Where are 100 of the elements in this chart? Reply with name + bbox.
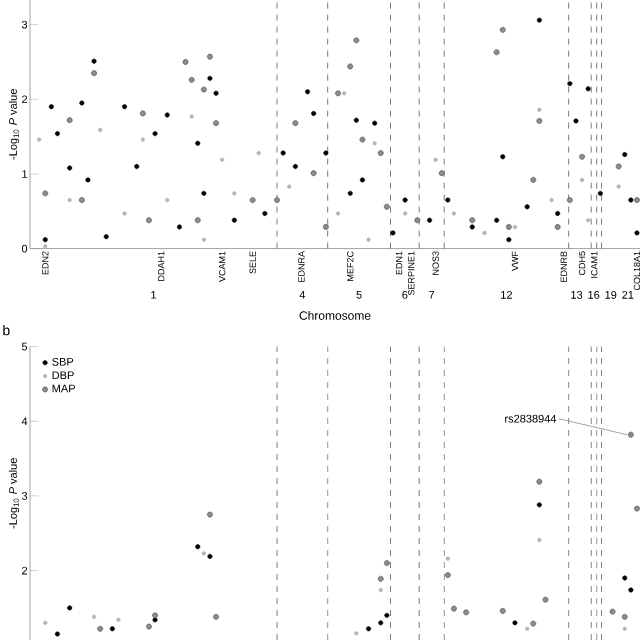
point	[524, 204, 530, 210]
point	[139, 110, 146, 117]
point	[91, 58, 97, 64]
point	[536, 478, 543, 485]
point	[134, 163, 140, 169]
point	[195, 544, 201, 550]
point	[310, 170, 317, 177]
point	[201, 190, 207, 196]
point	[536, 17, 542, 23]
point	[383, 560, 390, 566]
point	[146, 623, 152, 630]
point	[200, 86, 207, 93]
point	[615, 163, 622, 170]
point	[207, 53, 213, 60]
point	[67, 605, 73, 611]
point	[353, 117, 359, 123]
point	[67, 165, 73, 171]
point	[505, 224, 512, 230]
point	[438, 170, 445, 177]
point	[231, 217, 237, 223]
point	[445, 197, 451, 203]
point	[512, 620, 518, 626]
point	[621, 613, 628, 620]
point	[390, 230, 396, 236]
point	[353, 37, 360, 44]
point	[499, 26, 506, 33]
point	[566, 197, 573, 203]
point	[359, 136, 366, 143]
point	[79, 100, 85, 106]
point	[85, 177, 91, 183]
point	[323, 150, 329, 156]
point	[249, 197, 256, 203]
point	[207, 511, 213, 518]
point	[622, 575, 628, 581]
point	[347, 190, 353, 196]
point	[469, 217, 476, 224]
point	[164, 112, 170, 118]
point	[292, 163, 298, 169]
point	[622, 152, 628, 158]
point	[103, 234, 109, 240]
point	[609, 608, 616, 615]
point	[305, 89, 311, 95]
point	[585, 86, 591, 92]
point	[579, 153, 585, 160]
point	[372, 120, 378, 126]
point	[377, 575, 384, 582]
point	[530, 620, 537, 627]
point	[536, 502, 542, 508]
point	[152, 612, 158, 619]
point	[122, 104, 128, 110]
point	[536, 118, 543, 124]
point	[451, 605, 457, 612]
point	[213, 613, 219, 620]
point	[499, 607, 506, 614]
point	[194, 217, 201, 224]
point	[542, 596, 549, 603]
point	[414, 217, 421, 224]
point	[207, 75, 213, 81]
point	[494, 217, 500, 223]
point	[567, 81, 573, 87]
point	[359, 177, 365, 183]
point	[152, 131, 158, 137]
point	[195, 140, 201, 146]
point	[444, 572, 451, 578]
point	[54, 131, 60, 137]
point	[292, 120, 299, 127]
point	[48, 104, 54, 110]
point	[554, 224, 561, 230]
point	[506, 237, 512, 243]
point	[78, 197, 85, 203]
point	[146, 217, 152, 224]
point	[42, 190, 49, 197]
point	[402, 197, 408, 203]
point	[311, 110, 317, 116]
point	[42, 237, 48, 243]
point	[335, 90, 341, 97]
point	[213, 120, 219, 127]
point	[213, 90, 219, 96]
point	[493, 49, 500, 56]
point	[427, 217, 433, 223]
point	[274, 197, 280, 203]
point	[280, 150, 286, 156]
point	[207, 553, 213, 559]
point	[500, 154, 506, 160]
point	[91, 70, 97, 77]
point	[188, 76, 195, 83]
point	[152, 617, 158, 623]
point	[463, 609, 470, 616]
point	[469, 224, 475, 230]
point	[530, 177, 537, 183]
point	[66, 117, 73, 124]
point	[383, 203, 390, 210]
point	[176, 224, 182, 230]
point	[378, 620, 384, 626]
point	[347, 63, 354, 70]
point	[597, 190, 603, 196]
point	[384, 612, 390, 618]
point	[573, 118, 579, 124]
point	[322, 224, 329, 230]
point	[182, 59, 189, 65]
